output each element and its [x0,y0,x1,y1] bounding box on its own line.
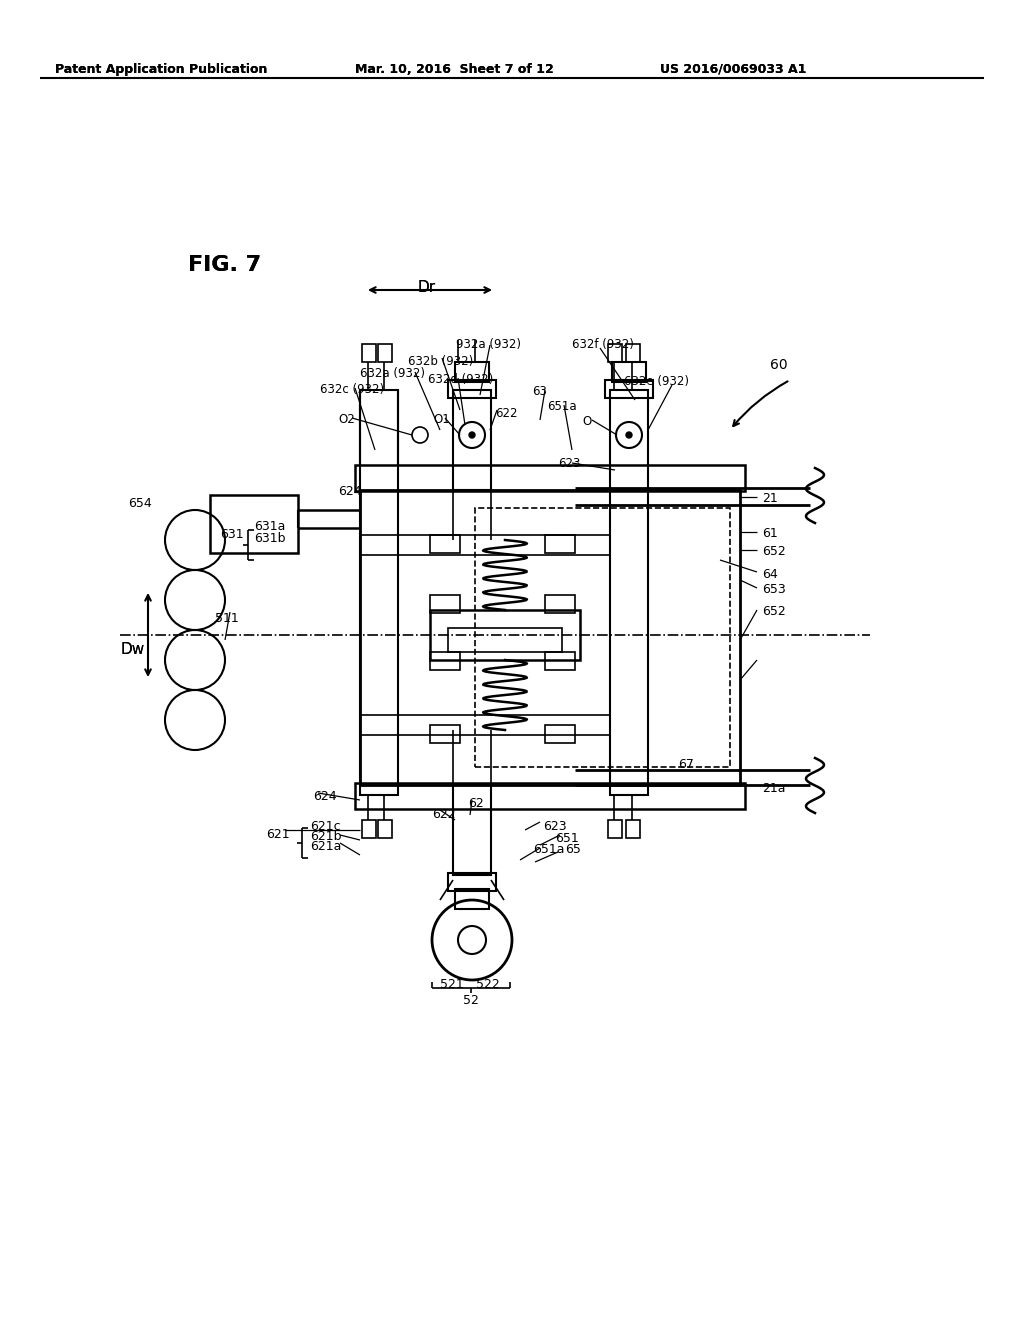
Bar [430,610,580,660]
Text: 632b (932): 632b (932) [408,355,473,368]
Bar [453,785,490,875]
Text: Patent Application Publication: Patent Application Publication [55,63,267,77]
Bar [430,725,460,743]
Text: 623: 623 [543,820,566,833]
Text: 622: 622 [432,808,456,821]
Text: 631a: 631a [254,520,286,533]
Bar [545,535,575,553]
Text: 623: 623 [558,457,581,470]
Text: US 2016/0069033 A1: US 2016/0069033 A1 [660,63,806,77]
Bar [210,495,298,553]
Text: Mar. 10, 2016  Sheet 7 of 12: Mar. 10, 2016 Sheet 7 of 12 [355,63,554,77]
Text: 632f (932): 632f (932) [572,338,634,351]
Text: 652: 652 [762,545,785,558]
Text: 60: 60 [770,358,787,372]
Text: Dw: Dw [121,642,145,657]
Bar [453,389,490,490]
Text: 621a: 621a [310,840,341,853]
Text: Patent Application Publication: Patent Application Publication [55,63,267,77]
Text: Dr: Dr [418,280,436,294]
Text: 521: 521 [440,978,464,991]
Bar [355,783,745,809]
Bar [430,652,460,671]
Text: O1: O1 [433,413,450,426]
Bar [475,508,730,767]
Text: Dw: Dw [121,642,145,657]
Text: 651: 651 [555,832,579,845]
Bar [455,362,489,381]
Text: US 2016/0069033 A1: US 2016/0069033 A1 [660,63,806,77]
Text: 622: 622 [495,407,517,420]
Text: 621b: 621b [310,830,341,843]
Bar [449,380,496,399]
Circle shape [626,432,632,438]
Bar [612,362,646,381]
Bar [626,820,640,838]
Text: 621: 621 [266,828,290,841]
Text: 522: 522 [476,978,500,991]
Text: 652: 652 [762,605,785,618]
Bar [610,389,648,795]
Text: O2: O2 [338,413,354,426]
Text: 632a (932): 632a (932) [360,367,425,380]
Text: 632c (932): 632c (932) [319,383,384,396]
Bar [362,820,376,838]
Text: 21: 21 [762,492,778,506]
Bar [449,628,562,652]
Text: 632d (932): 632d (932) [428,374,494,385]
Text: Mar. 10, 2016  Sheet 7 of 12: Mar. 10, 2016 Sheet 7 of 12 [355,63,554,77]
Text: 52: 52 [463,994,479,1007]
Text: FIG. 7: FIG. 7 [188,255,261,275]
Bar [378,345,392,362]
Text: 651a: 651a [534,843,564,855]
Bar [545,652,575,671]
Bar [378,820,392,838]
Text: 653: 653 [762,583,785,597]
Bar [545,595,575,612]
Text: 61: 61 [762,527,778,540]
Text: 654: 654 [128,498,152,510]
Text: 62: 62 [468,797,483,810]
Bar [455,888,489,909]
Text: Dr: Dr [418,280,436,294]
Text: FIG. 7: FIG. 7 [188,255,261,275]
Text: 651a: 651a [547,400,577,413]
Text: 67: 67 [678,758,694,771]
Bar [626,345,640,362]
Bar [430,535,460,553]
Text: 64: 64 [762,568,778,581]
Bar [605,380,653,399]
Text: 63: 63 [532,385,547,399]
Text: 624: 624 [313,789,337,803]
Text: 932a (932): 932a (932) [456,338,521,351]
Bar [430,595,460,612]
Bar [362,345,376,362]
Text: 631: 631 [220,528,244,541]
Text: 631b: 631b [254,532,286,545]
Bar [360,490,740,785]
Text: 511: 511 [215,612,239,624]
Bar [608,345,622,362]
Circle shape [469,432,475,438]
Text: 621c: 621c [310,820,341,833]
Bar [355,465,745,491]
Text: 624: 624 [338,484,361,498]
Text: O: O [582,414,591,428]
Text: 65: 65 [565,843,581,855]
Text: 21a: 21a [762,781,785,795]
Text: 632e (932): 632e (932) [624,375,689,388]
Bar [449,873,496,891]
Bar [608,820,622,838]
Bar [545,725,575,743]
Bar [360,389,398,795]
